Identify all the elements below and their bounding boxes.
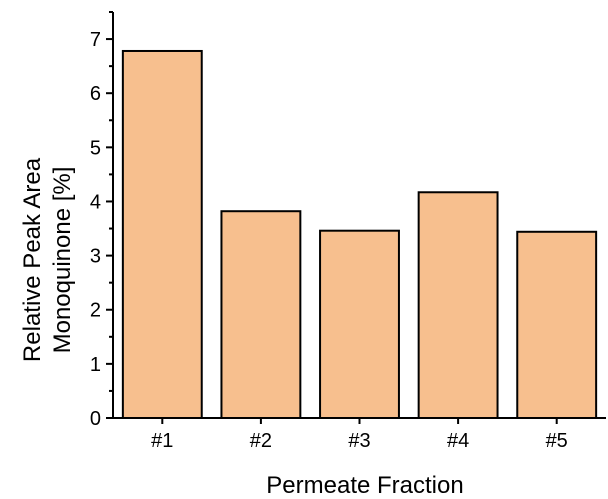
y-tick-label-0: 0 — [90, 408, 101, 430]
bar-5 — [516, 230, 598, 419]
x-tick-label-4: #4 — [447, 430, 469, 452]
y-tick-label-1: 1 — [90, 354, 101, 376]
y-tick-label-4: 4 — [90, 191, 101, 213]
bar-4 — [417, 191, 499, 419]
y-tick-label-6: 6 — [90, 83, 101, 105]
y-tick-label-3: 3 — [90, 246, 101, 268]
y-tick-label-2: 2 — [90, 300, 101, 322]
y-tick-label-5: 5 — [90, 137, 101, 159]
y-tick-label-7: 7 — [90, 29, 101, 51]
x-tick-label-5: #5 — [546, 430, 568, 452]
x-tick-label-1: #1 — [151, 430, 173, 452]
x-axis-title: Permeate Fraction — [266, 472, 463, 499]
y-axis-title-line-1: Relative Peak Area — [19, 157, 46, 362]
x-tick-label-3: #3 — [348, 430, 370, 452]
y-axis-title-line-2: Monoquinone [%] — [49, 167, 76, 354]
bars-group — [121, 49, 598, 419]
labels-group: #1 #2 #3 #4 #5 0 1 2 3 4 5 6 7 — [90, 29, 568, 452]
x-tick-label-2: #2 — [250, 430, 272, 452]
bar-1 — [121, 49, 203, 419]
axes-group — [106, 11, 606, 424]
bar-2 — [220, 210, 302, 419]
bar-3 — [319, 229, 400, 419]
